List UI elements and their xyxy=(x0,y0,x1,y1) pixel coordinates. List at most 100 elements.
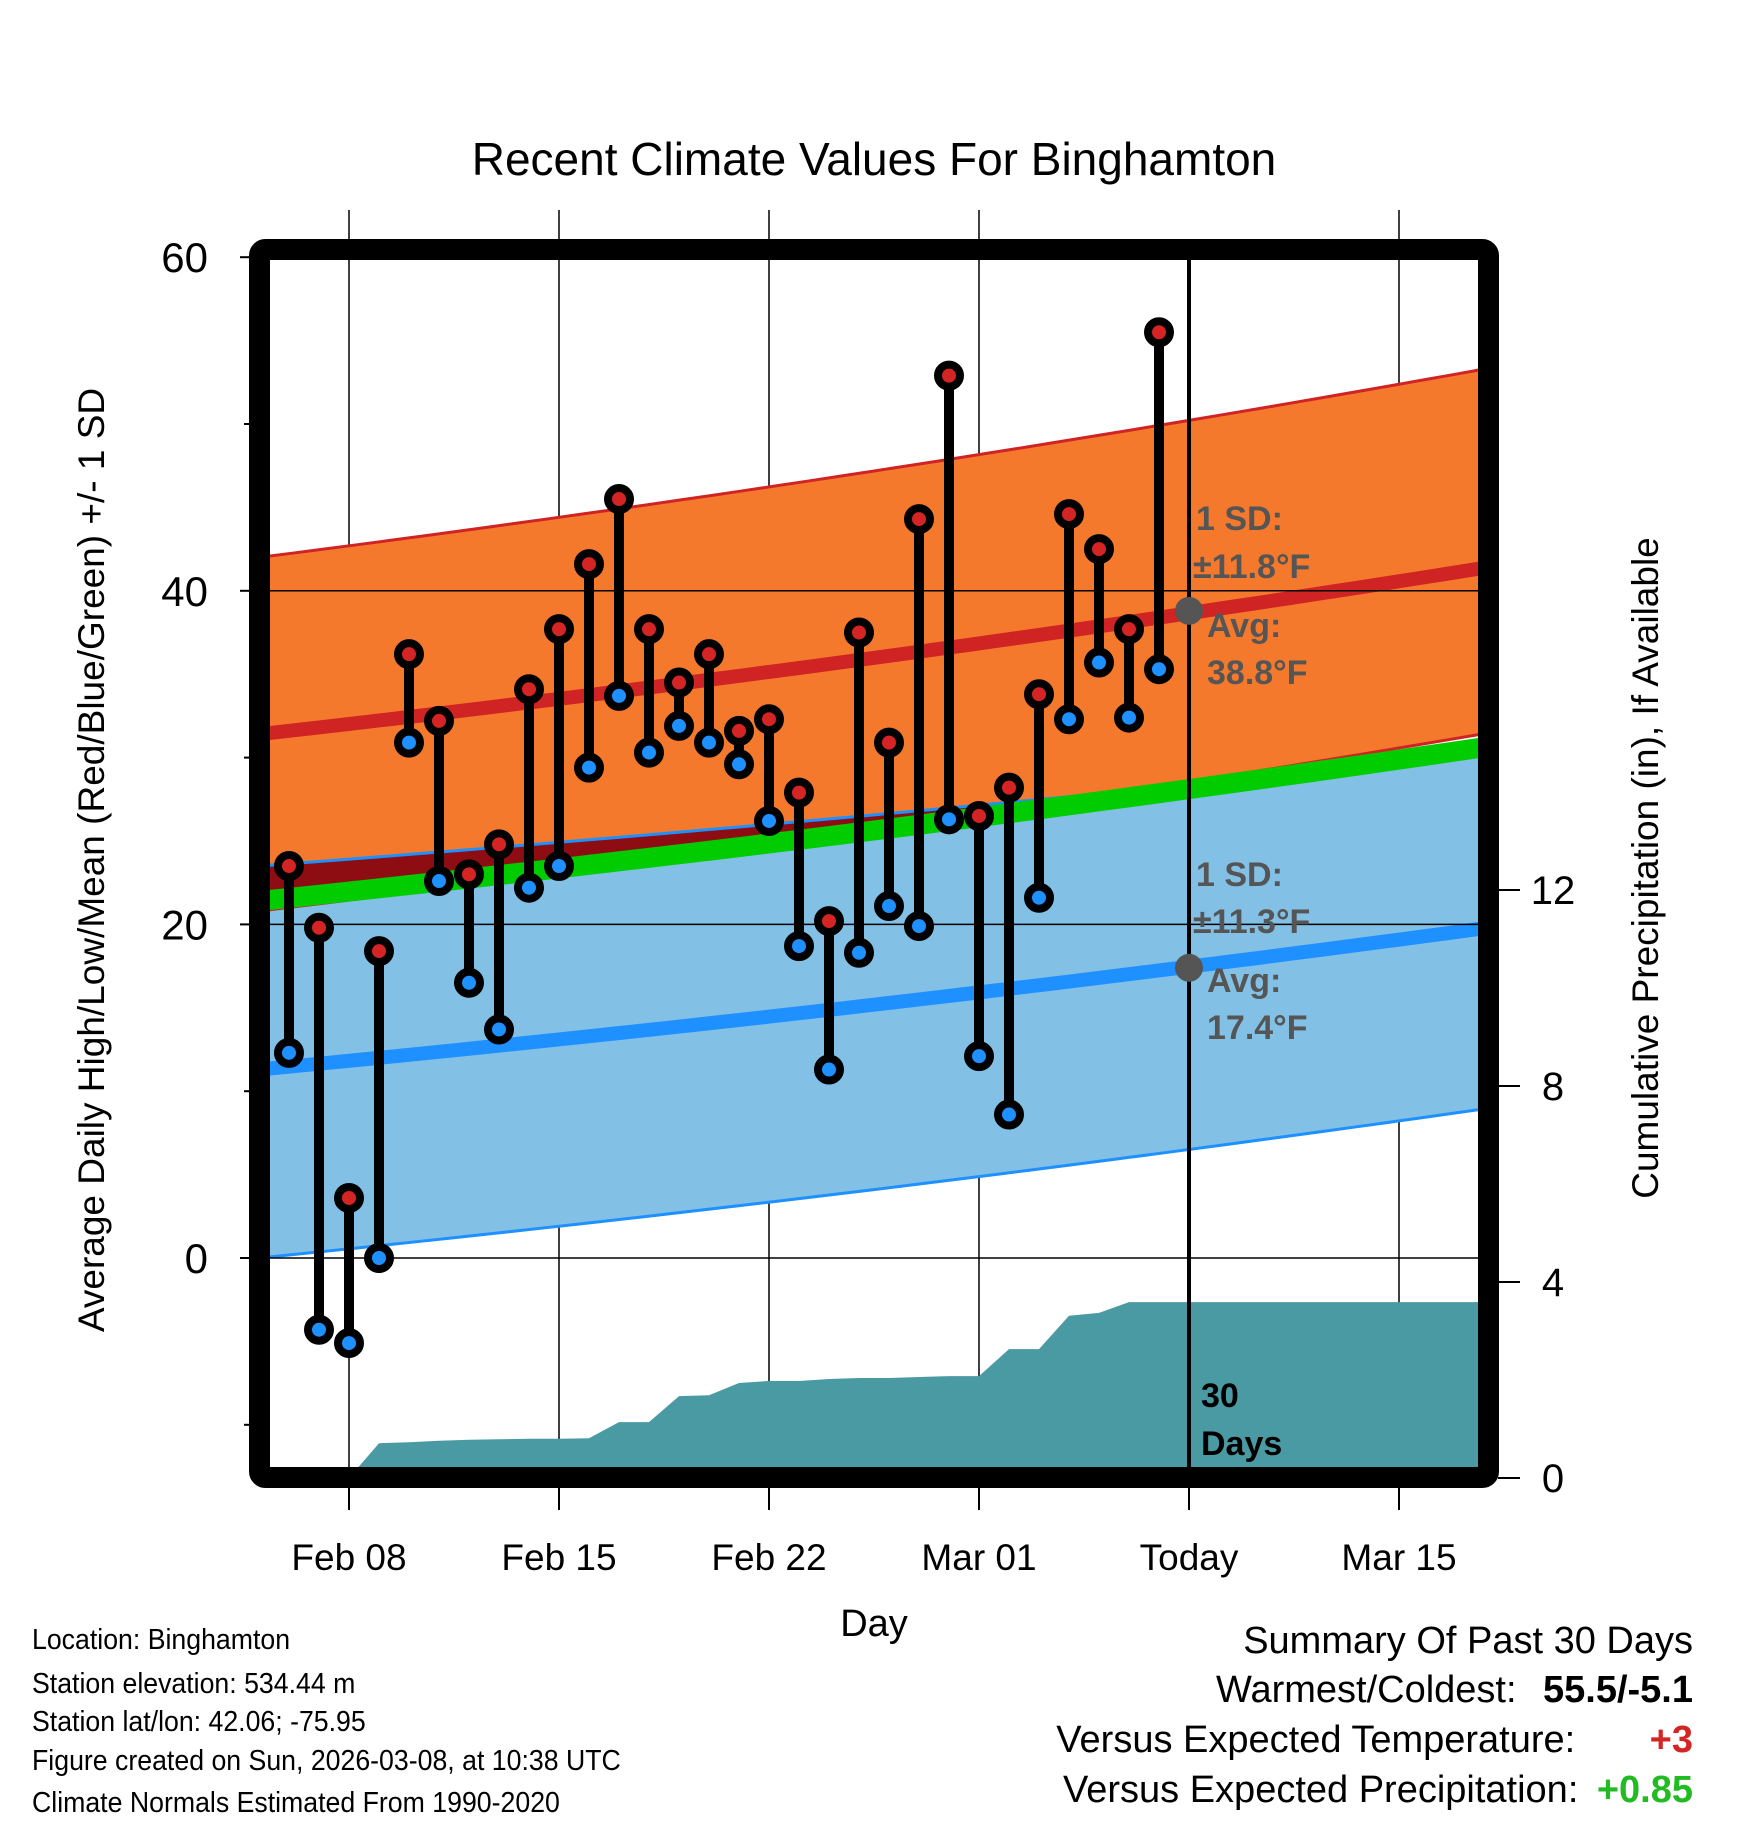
low-avg-label: Avg: xyxy=(1207,962,1281,1000)
low-avg-value: 17.4°F xyxy=(1207,1009,1308,1047)
summary-title: Summary Of Past 30 Days xyxy=(1243,1620,1693,1662)
high-point xyxy=(814,906,844,937)
low-point xyxy=(1114,702,1144,733)
info-location: Location: Binghamton xyxy=(32,1624,291,1656)
y-axis-label: Average Daily High/Low/Mean (Red/Blue/Gr… xyxy=(71,388,112,1332)
low-mean-line xyxy=(270,921,1478,1076)
high-point xyxy=(844,617,874,648)
high-point xyxy=(484,829,514,860)
low-point xyxy=(544,851,574,882)
info-created: Figure created on Sun, 2026-03-08, at 10… xyxy=(32,1745,621,1777)
high-point xyxy=(634,614,664,645)
chart-title: Recent Climate Values For Binghamton xyxy=(472,133,1277,185)
period-count-label: 30 xyxy=(1201,1377,1239,1415)
high-point xyxy=(1144,317,1174,348)
high-point xyxy=(964,800,994,831)
low-point xyxy=(814,1054,844,1085)
x-tick-label: Today xyxy=(1140,1537,1239,1578)
low-sd-value: ±11.3°F xyxy=(1193,903,1310,941)
summary-precip-value: +0.85 xyxy=(1596,1769,1693,1811)
x-tick-label: Mar 15 xyxy=(1341,1537,1456,1578)
summary-warmest-row: Warmest/Coldest: 55.5/-5.1 xyxy=(1216,1669,1693,1712)
low-point xyxy=(484,1014,514,1045)
high-point xyxy=(604,484,634,515)
daily-range-stems xyxy=(274,317,1174,1359)
precipitation-fill xyxy=(358,1302,1478,1467)
high-point xyxy=(424,705,454,736)
low-point xyxy=(1054,704,1084,735)
x-tick-label: Feb 15 xyxy=(501,1537,616,1578)
high-point xyxy=(1114,614,1144,645)
annotations: 1 SD: ±11.8°F Avg: 38.8°F 1 SD: ±11.3°F Avg: 17… xyxy=(1175,500,1310,1463)
high-point xyxy=(754,704,784,735)
high-point xyxy=(874,727,904,758)
low-point xyxy=(634,737,664,768)
high-point xyxy=(574,549,604,580)
plot-border xyxy=(249,239,1499,1488)
high-avg-label: Avg: xyxy=(1207,607,1281,645)
high-point xyxy=(334,1182,364,1213)
high-point xyxy=(904,504,934,535)
low-point xyxy=(1024,882,1054,913)
low-point xyxy=(1144,654,1174,685)
y-tick-label: 0 xyxy=(185,1235,208,1282)
y2-tick-label: 0 xyxy=(1542,1457,1564,1501)
high-point xyxy=(364,936,394,967)
low-point xyxy=(454,967,484,998)
x-axis-label: Day xyxy=(840,1603,908,1645)
high-point xyxy=(514,674,544,705)
high-point xyxy=(1024,679,1054,710)
summary-precip-label: Versus Expected Precipitation: xyxy=(1062,1769,1579,1811)
high-avg-value: 38.8°F xyxy=(1207,654,1308,692)
y2-axis-label: Cumulative Precipitation (in), If Availa… xyxy=(1625,537,1666,1199)
high-point xyxy=(454,859,484,890)
low-point xyxy=(934,804,964,835)
low-point xyxy=(724,749,754,780)
low-point xyxy=(394,727,424,758)
high-point xyxy=(784,777,814,808)
low-point xyxy=(964,1041,994,1072)
low-point xyxy=(664,710,694,741)
low-point xyxy=(874,891,904,922)
y2-tick-label: 8 xyxy=(1542,1065,1564,1109)
summary-temp-value: +3 xyxy=(1649,1719,1693,1761)
low-point xyxy=(604,680,634,711)
high-point xyxy=(994,772,1024,803)
high-point xyxy=(304,912,334,943)
high-point xyxy=(274,851,304,882)
low-point xyxy=(754,805,784,836)
low-point xyxy=(694,727,724,758)
low-point xyxy=(274,1037,304,1068)
y2-tick-label: 12 xyxy=(1531,869,1576,913)
low-point xyxy=(334,1328,364,1359)
high-point xyxy=(544,614,574,645)
summary-precip-row: Versus Expected Precipitation: +0.85 xyxy=(1063,1769,1693,1812)
plot-frame xyxy=(249,239,1499,1488)
period-unit-label: Days xyxy=(1201,1425,1282,1463)
high-avg-marker xyxy=(1175,596,1203,625)
low-point xyxy=(904,911,934,942)
low-point xyxy=(304,1314,334,1345)
summary-warmest-label: Warmest/Coldest: xyxy=(1215,1669,1517,1711)
info-normals: Climate Normals Estimated From 1990-2020 xyxy=(32,1787,560,1819)
high-point xyxy=(934,360,964,391)
low-point xyxy=(574,752,604,783)
x-tick-label: Mar 01 xyxy=(921,1537,1036,1578)
low-point xyxy=(1084,647,1114,678)
normal-bands xyxy=(270,368,1478,1259)
high-sd-band xyxy=(270,370,1478,910)
high-point xyxy=(724,715,754,746)
high-sd-top-line xyxy=(270,368,1478,558)
y-tick-label: 60 xyxy=(161,234,208,281)
low-avg-marker xyxy=(1175,953,1203,982)
high-point xyxy=(694,639,724,670)
low-point xyxy=(784,931,814,962)
low-point xyxy=(514,872,544,903)
y-tick-label: 20 xyxy=(161,901,208,948)
y-tick-label: 40 xyxy=(161,568,208,615)
info-latlon: Station lat/lon: 42.06; -75.95 xyxy=(32,1706,366,1738)
high-sd-label: 1 SD: xyxy=(1196,500,1283,538)
high-point xyxy=(1084,534,1114,565)
summary-warmest-value: 55.5/-5.1 xyxy=(1543,1669,1693,1711)
